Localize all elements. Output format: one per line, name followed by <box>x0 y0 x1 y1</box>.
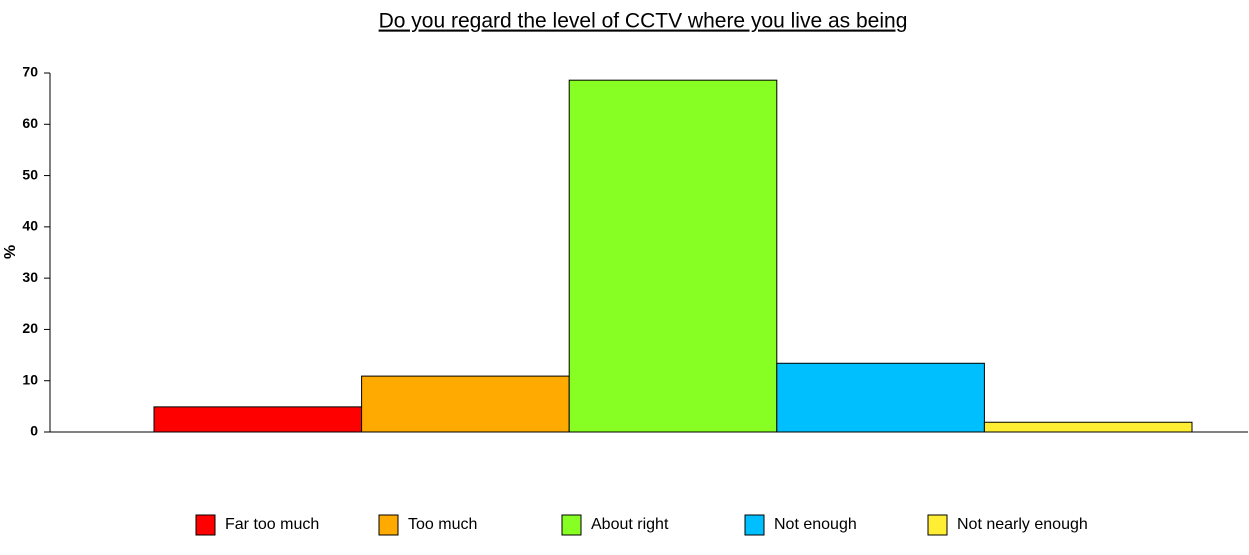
y-tick-label: 50 <box>22 166 38 182</box>
legend-swatch <box>378 514 399 536</box>
bar <box>153 406 363 433</box>
y-tick-label: 40 <box>22 218 38 234</box>
legend-swatch <box>927 514 948 536</box>
bar <box>983 421 1193 433</box>
y-tick-label: 60 <box>22 115 38 131</box>
bar <box>568 79 778 433</box>
bar <box>361 375 570 433</box>
y-tick-label: 0 <box>30 423 38 439</box>
legend-label: About right <box>591 516 669 533</box>
legend-swatch <box>561 514 582 536</box>
y-tick-label: 20 <box>22 320 38 336</box>
legend-label: Too much <box>408 516 477 533</box>
y-tick-label: 30 <box>22 269 38 285</box>
legend-label: Far too much <box>225 516 319 533</box>
legend-swatch <box>195 514 216 536</box>
bar <box>776 362 985 433</box>
y-tick-label: 10 <box>22 371 38 387</box>
legend-label: Not nearly enough <box>957 516 1088 533</box>
legend-label: Not enough <box>774 516 857 533</box>
y-axis-label: % <box>0 245 17 259</box>
legend-swatch <box>744 514 765 536</box>
y-tick-label: 70 <box>22 64 38 80</box>
chart-title: Do you regard the level of CCTV where yo… <box>379 10 908 33</box>
